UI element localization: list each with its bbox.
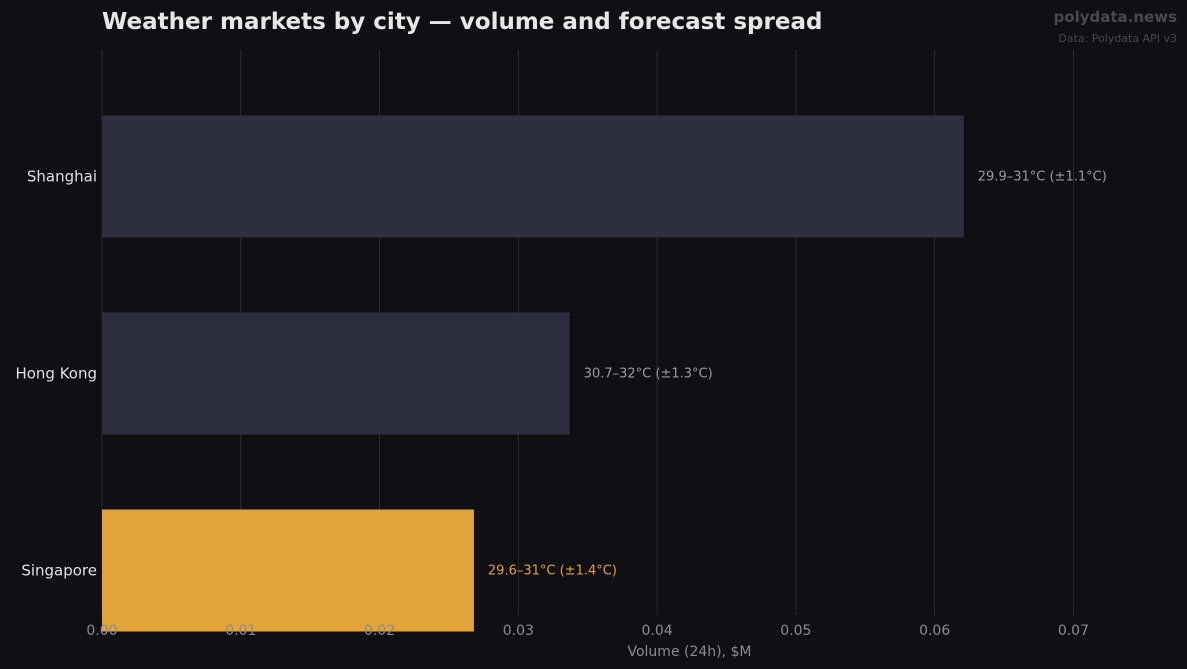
x-tick-label: 0.07 [1058, 623, 1089, 639]
x-tick-label: 0.05 [780, 623, 811, 639]
x-tick-label: 0.02 [364, 623, 395, 639]
x-tick-label: 0.04 [642, 623, 673, 639]
bar-hong-kong [102, 312, 570, 435]
bar-singapore [102, 509, 474, 632]
bar-annotation: 29.9–31°C (±1.1°C) [978, 170, 1107, 185]
x-tick-label: 0.01 [225, 623, 256, 639]
x-tick-label: 0.00 [86, 623, 117, 639]
bar-shanghai [102, 115, 964, 238]
category-label: Hong Kong [15, 365, 97, 383]
brand-name: polydata.news [1053, 8, 1177, 26]
x-tick-label: 0.03 [503, 623, 534, 639]
bar-annotation: 30.7–32°C (±1.3°C) [584, 367, 713, 382]
data-source-note: Data: Polydata API v3 [1058, 32, 1177, 45]
category-label: Singapore [21, 562, 97, 580]
category-label: Shanghai [27, 168, 97, 186]
x-axis-label: Volume (24h), $M [627, 644, 751, 660]
bar-annotation: 29.6–31°C (±1.4°C) [488, 564, 617, 579]
x-tick-label: 0.06 [919, 623, 950, 639]
chart-title: Weather markets by city — volume and for… [102, 9, 823, 35]
